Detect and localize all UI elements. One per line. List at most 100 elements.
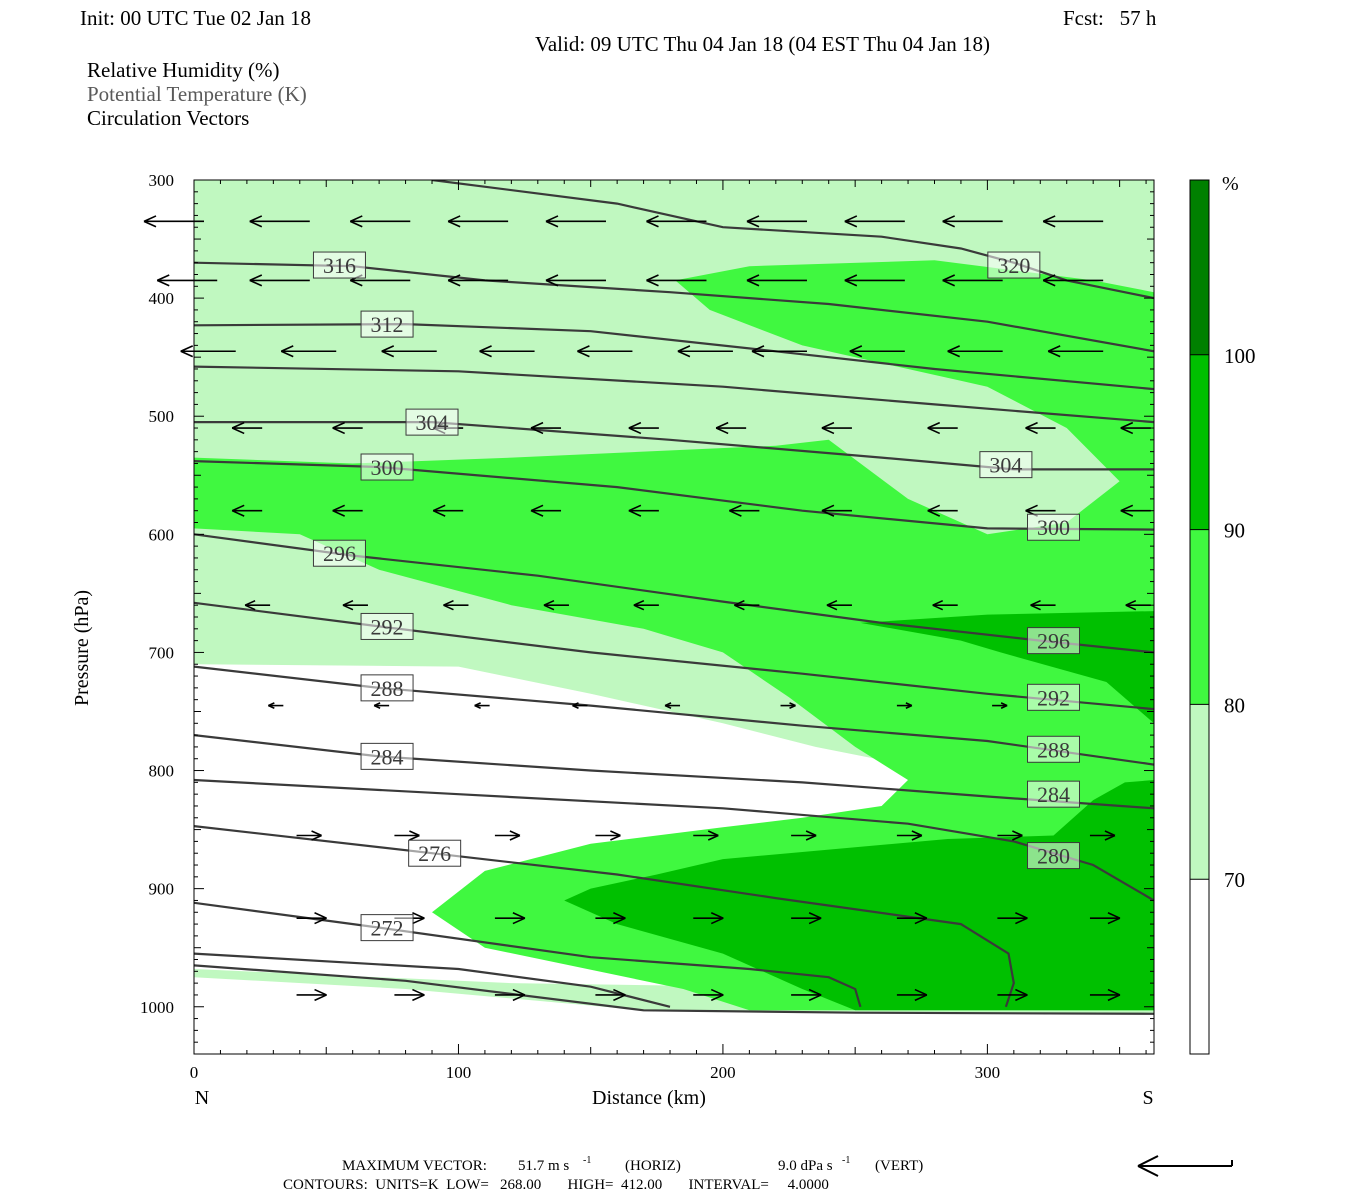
- isentrope-label-box: [1027, 513, 1081, 541]
- circulation-vector: [394, 830, 420, 841]
- circulation-vector: [231, 504, 263, 517]
- circulation-vector: [231, 421, 263, 435]
- circulation-vector: [332, 421, 363, 435]
- circulation-vector: [494, 830, 521, 841]
- isentrope-304: [194, 421, 1154, 471]
- circulation-vector: [992, 702, 1008, 710]
- circulation-vector: [844, 215, 905, 228]
- circulation-vector: [156, 274, 218, 287]
- circulation-vector: [1042, 215, 1104, 228]
- circulation-vector: [447, 274, 509, 287]
- colorbar-level-70: 70: [1224, 868, 1245, 892]
- y-tick-label: 400: [149, 289, 175, 308]
- isentrope-label-300: 300: [371, 455, 404, 480]
- isentrope-284: [194, 734, 1154, 810]
- isentrope-label-284: 284: [371, 744, 404, 769]
- y-tick-label: 600: [149, 525, 175, 544]
- colorbar-unit: %: [1222, 173, 1239, 195]
- y-tick-label: 800: [149, 762, 175, 781]
- circulation-vector: [942, 274, 1003, 287]
- circulation-vector: [896, 912, 928, 925]
- circulation-vector: [479, 345, 535, 358]
- circulation-vector: [1025, 421, 1056, 435]
- isentrope-label-box: [360, 310, 414, 338]
- y-tick-label: 500: [149, 407, 175, 426]
- circulation-vector: [443, 599, 469, 611]
- axes-layer: 0 100 200 300 300 400 500 600 700 800 900 1000 N S: [140, 171, 1155, 1109]
- circulation-vector: [751, 345, 807, 358]
- isentrope-label-300: 300: [1037, 515, 1070, 540]
- y-tick-label: 1000: [140, 998, 174, 1017]
- circulation-vector: [349, 215, 411, 228]
- circulation-vector: [474, 702, 490, 710]
- isentrope-label-box: [979, 451, 1033, 479]
- isentrope-label-box: [360, 674, 414, 702]
- isentrope-label-304: 304: [989, 453, 1022, 478]
- isentrope-label-276: 276: [418, 841, 451, 866]
- isentrope-label-box: [405, 408, 459, 436]
- isentrope-label-box: [1027, 627, 1081, 655]
- y-tick-label: 900: [149, 880, 175, 899]
- isentrope-labels: 320 316 312 304 304 300 300 296 296 292 292 288 288 2…: [312, 251, 1081, 942]
- circulation-vector: [646, 274, 707, 287]
- circulation-vector: [1120, 421, 1151, 435]
- isentrope-label-box: [987, 251, 1041, 279]
- colorbar-segment: [1190, 180, 1209, 355]
- isentrope-label-296: 296: [1037, 629, 1070, 654]
- circulation-vector: [927, 504, 958, 517]
- footer-horiz-unit: (HORIZ): [625, 1158, 681, 1174]
- circulation-vector: [1030, 599, 1056, 611]
- footer-vert-value: 9.0 dPa s: [778, 1158, 833, 1174]
- isentrope-268: [194, 952, 671, 1008]
- isentrope-292: [194, 601, 1154, 711]
- circulation-vector: [997, 988, 1028, 1002]
- circulation-vector: [296, 988, 327, 1002]
- circulation-vector: [646, 215, 707, 228]
- circulation-vector: [494, 912, 526, 925]
- footer-max-vector-label: MAXIMUM VECTOR:: [342, 1158, 487, 1174]
- circulation-vector: [249, 274, 310, 287]
- valid-time: Valid: 09 UTC Thu 04 Jan 18 (04 EST Thu …: [535, 32, 990, 56]
- isentrope-label-box: [360, 914, 414, 942]
- circulation-vector: [780, 702, 796, 710]
- circulation-vector: [1089, 988, 1121, 1002]
- isentrope-320: [431, 180, 1154, 300]
- isentrope-label-288: 288: [371, 676, 404, 701]
- circulation-vector: [1089, 830, 1116, 841]
- circulation-vector: [633, 599, 659, 611]
- circulation-vector: [296, 912, 327, 925]
- circulation-vector: [1047, 345, 1104, 358]
- colorbar-level-80: 80: [1224, 693, 1245, 717]
- colorbar-level-90: 90: [1224, 519, 1245, 543]
- circulation-vector: [381, 345, 437, 358]
- circulation-vector: [896, 988, 928, 1002]
- north-label: N: [195, 1087, 209, 1109]
- isentrope-label-box: [1027, 683, 1081, 711]
- circulation-vector: [677, 345, 733, 358]
- circulation-vector: [342, 599, 368, 611]
- circulation-vector: [849, 345, 905, 358]
- colorbar-segment: [1190, 704, 1209, 880]
- colorbar-segment: [1190, 354, 1209, 530]
- isentrope-label-280: 280: [1037, 844, 1070, 869]
- circulation-vector: [791, 912, 822, 925]
- circulation-vector: [693, 912, 724, 925]
- circulation-vector: [545, 215, 606, 228]
- circulation-vector: [280, 345, 337, 358]
- circulation-vector: [746, 274, 807, 287]
- isentrope-label-box: [1027, 780, 1081, 808]
- circulation-vector: [628, 421, 659, 435]
- circulation-vector: [729, 504, 760, 517]
- isentrope-label-box: [360, 453, 414, 481]
- circulation-vector: [244, 599, 271, 611]
- isentrope-label-box: [312, 251, 366, 279]
- isentrope-label-box: [408, 839, 462, 867]
- circulation-vector: [997, 912, 1028, 925]
- circulation-vector: [821, 504, 852, 517]
- footer-vert-unit: (VERT): [875, 1158, 924, 1174]
- rh-region-80: [194, 260, 1154, 1011]
- circulation-vector: [693, 988, 724, 1002]
- circulation-vector: [296, 830, 322, 841]
- isentrope-label-312: 312: [371, 312, 404, 337]
